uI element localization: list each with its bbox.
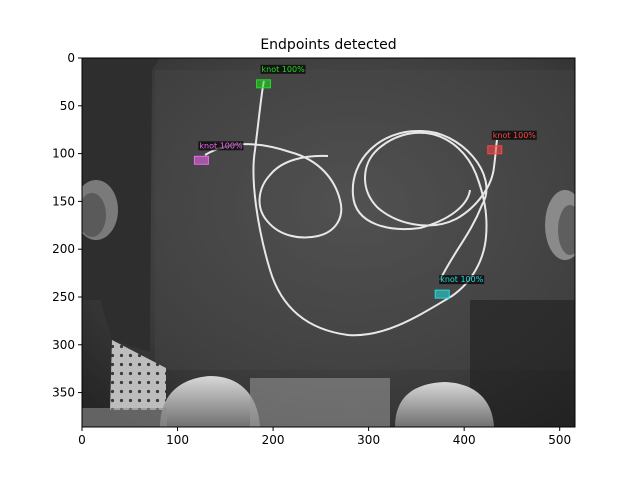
- x-axis: 0 100 200 300 400 500: [78, 427, 571, 447]
- y-axis: 0 50 100 150 200 250 300 350: [52, 51, 82, 400]
- y-tick-label: 150: [52, 194, 75, 208]
- detection-box: knot 100%: [193, 141, 244, 165]
- detection-label-bg: [491, 130, 537, 140]
- detection-label-bg: [260, 64, 306, 74]
- detection-label: knot 100%: [199, 141, 243, 150]
- rope-curve-lower-loop: [351, 129, 488, 281]
- y-tick-label: 50: [60, 99, 75, 113]
- rope-curve-left-loop: [204, 143, 343, 239]
- detection-label: knot 100%: [440, 275, 484, 284]
- x-tick-label: 0: [78, 433, 86, 447]
- x-tick-label: 300: [357, 433, 380, 447]
- detection-marker: [256, 79, 272, 89]
- detection-label-bg: [439, 275, 485, 285]
- detection-box: knot 100%: [256, 64, 306, 89]
- x-tick-label: 200: [262, 433, 285, 447]
- axes-frame: [81, 57, 576, 428]
- y-tick-label: 200: [52, 242, 75, 256]
- chart-title: Endpoints detected: [260, 37, 396, 53]
- x-tick-label: 500: [548, 433, 571, 447]
- detection-box: knot 100%: [434, 275, 485, 299]
- detection-marker: [193, 155, 209, 165]
- detection-label-bg: [198, 141, 244, 151]
- y-tick-label: 100: [52, 147, 75, 161]
- x-tick-label: 400: [453, 433, 476, 447]
- detection-label: knot 100%: [262, 65, 306, 74]
- detection-marker: [487, 145, 503, 155]
- y-tick-label: 0: [67, 51, 75, 65]
- y-tick-label: 300: [52, 338, 75, 352]
- y-tick-label: 250: [52, 290, 75, 304]
- rope-curve: [252, 80, 498, 337]
- y-tick-label: 350: [52, 386, 75, 400]
- camera-image: [82, 58, 575, 427]
- detection-marker: [434, 289, 450, 299]
- detections-layer: knot 100% knot 100% knot 100% knot 100%: [193, 64, 537, 299]
- detection-box: knot 100%: [487, 130, 537, 155]
- x-tick-label: 100: [166, 433, 189, 447]
- detection-label: knot 100%: [493, 131, 537, 140]
